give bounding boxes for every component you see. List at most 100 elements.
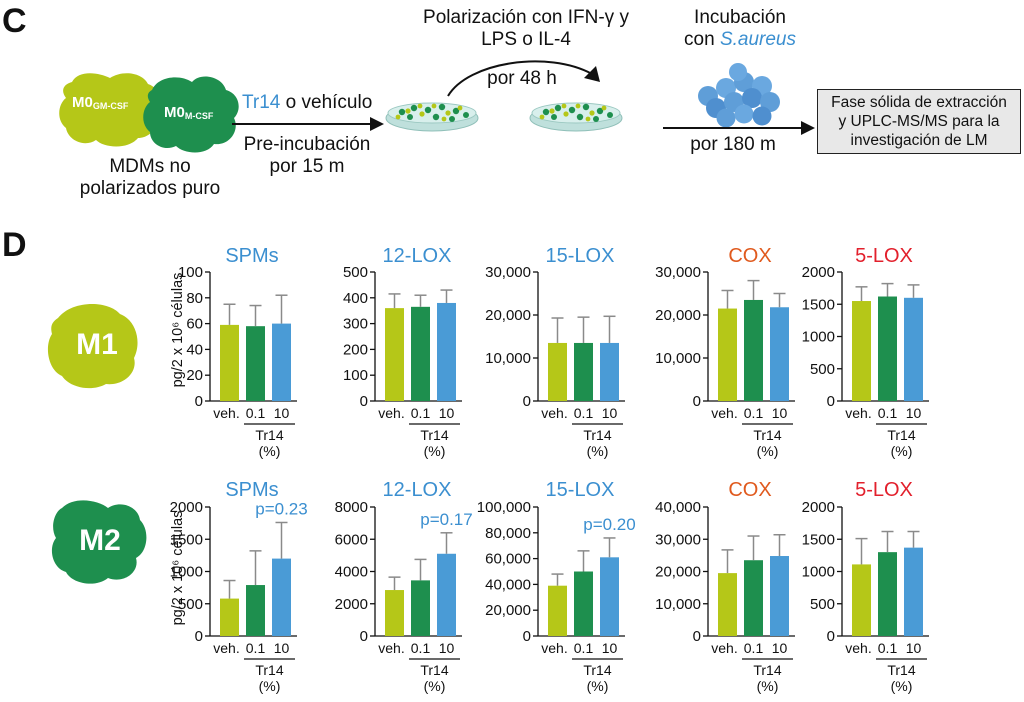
chart-m2-4-ytick-label: 40,000 [655,499,701,516]
chart-m2-2-xtick-label: veh. [378,640,404,656]
chart-m2-5-group-unit: (%) [891,678,913,694]
chart-m2-2-ytick-label: 8000 [335,499,368,516]
m0-gmcsf-main: M0 [72,94,93,111]
chart-m2-5-ytick-label: 0 [827,628,835,645]
chart-m2-3-group-unit: (%) [587,678,609,694]
m2-label: M2 [79,524,121,557]
chart-m2-3-xtick-label: 10 [602,640,618,656]
chart-m1-2-xtick-label: 0.1 [411,405,431,421]
box-line3: investigación de LM [850,132,988,149]
chart-m1-4-title: COX [728,245,771,267]
chart-m2-3-pvalue: p=0.20 [583,515,635,534]
chart-m2-3-bar-3 [600,557,619,636]
chart-m2-1-xtick-label: 10 [274,640,290,656]
m0-mcsf-main: M0 [164,104,185,121]
chart-m2-1-ytick-label: 0 [195,628,203,645]
chart-m2-1-group-label: Tr14 [255,662,283,678]
chart-m1-5-xtick-label: veh. [845,405,871,421]
chart-m1-3-ytick-label: 0 [523,393,531,410]
chart-m1-1-group-label: Tr14 [255,427,283,443]
chart-m2-2-ytick-label: 4000 [335,564,368,581]
preinc-line2: por 15 m [269,156,345,177]
chart-m2-1-pvalue: p=0.23 [255,499,307,518]
chart-m2-5-bar-2 [878,552,897,636]
chart-m2-3-title: 15-LOX [546,479,615,501]
culture-dish-1 [385,102,479,132]
chart-m1-5-ytick-label: 1000 [802,329,835,346]
chart-m2-3-ytick-label: 0 [523,628,531,645]
chart-m1-2-ytick-label: 0 [360,393,368,410]
chart-m1-4-xtick-label: 10 [772,405,788,421]
mdm-line2: polarizados puro [79,178,221,199]
chart-m2-1-ytick-label: 2000 [170,499,203,516]
chart-m1-2-ytick-label: 100 [343,367,368,384]
chart-m2-5-xtick-label: 10 [906,640,922,656]
chart-m1-4-group-label: Tr14 [753,427,781,443]
chart-m2-3-ytick-label: 40,000 [485,576,531,593]
extraction-box: Fase sólida de extracción y UPLC-MS/MS p… [817,89,1021,154]
chart-m1-4-bar-1 [718,308,737,401]
incubation-text: Incubación con S.aureus [670,7,810,51]
mdm-text: MDMs no polarizados puro [60,156,240,200]
chart-m1-3-xtick-label: veh. [541,405,567,421]
m0-mcsf-blob [143,76,239,153]
chart-m2-4-group-label: Tr14 [753,662,781,678]
chart-m2-4-bar-1 [718,573,737,636]
chart-m1-3-xtick-label: 10 [602,405,618,421]
chart-m2-4-group-unit: (%) [757,678,779,694]
m0-mcsf-label: M0M-CSF [164,104,213,121]
chart-m2-3-ytick-label: 80,000 [485,525,531,542]
chart-m2-2-ytick-label: 0 [360,628,368,645]
chart-m1-4-xtick-label: veh. [711,405,737,421]
chart-m1-1-xtick-label: veh. [213,405,239,421]
chart-m2-2-bar-2 [411,580,430,636]
polarization-text: Polarización con IFN-γ y LPS o IL-4 [396,7,656,51]
chart-m2-4-xtick-label: 0.1 [744,640,764,656]
chart-m1-3-ytick-label: 30,000 [485,264,531,281]
chart-m2-2-title: 12-LOX [383,479,452,501]
chart-m1-2-title: 12-LOX [383,245,452,267]
chart-m2-2-pvalue: p=0.17 [420,510,472,529]
chart-m1-5-bar-3 [904,297,923,401]
chart-m2-2-bar-3 [437,553,456,636]
chart-m1-2-group-label: Tr14 [420,427,448,443]
chart-m1-5-xtick-label: 10 [906,405,922,421]
chart-m1-3-ytick-label: 10,000 [485,350,531,367]
chart-m1-1-ytick-label: 40 [186,341,203,358]
m1-blob [47,303,138,389]
chart-m1-3-title: 15-LOX [546,245,615,267]
chart-m2-5-ytick-label: 1000 [802,564,835,581]
incub-time: por 180 m [690,134,776,155]
chart-m1-3-bar-1 [548,342,567,401]
chart-m1-3-xtick-label: 0.1 [574,405,594,421]
panel-c-letter: C [2,2,27,40]
chart-m1-4-bar-2 [744,299,763,401]
m1-label: M1 [76,328,118,361]
chart-m1-4-bar-3 [770,307,789,401]
chart-m2-4-ytick-label: 0 [693,628,701,645]
chart-m1-5-ytick-label: 0 [827,393,835,410]
chart-m1-2-xtick-label: veh. [378,405,404,421]
chart-m1-1-ytick-label: 20 [186,367,203,384]
incub-line1: Incubación [694,7,786,28]
chart-m2-3-group-label: Tr14 [583,662,611,678]
chart-m1-3-bar-3 [600,342,619,401]
chart-m2-5-ytick-label: 1500 [802,531,835,548]
chart-m2-2-xtick-label: 10 [439,640,455,656]
chart-m1-1-xtick-label: 10 [274,405,290,421]
chart-m2-3-bar-2 [574,571,593,636]
chart-m1-2-ytick-label: 200 [343,341,368,358]
chart-m1-1-ytick-label: 80 [186,290,203,307]
chart-m1-3-group-label: Tr14 [583,427,611,443]
culture-dish-2 [529,102,623,132]
chart-m1-1-ytick-label: 60 [186,316,203,333]
chart-m1-1-title: SPMs [225,245,278,267]
tr14-vehicle-text: Tr14 o vehículo [242,92,372,114]
chart-m1-1-ytick-label: 0 [195,393,203,410]
chart-m2-5-title: 5-LOX [855,479,913,501]
chart-m2-5-bar-3 [904,547,923,636]
preinc-line1: Pre-incubación [243,134,371,155]
chart-m1-4-xtick-label: 0.1 [744,405,764,421]
chart-m2-4-ytick-label: 10,000 [655,596,701,613]
